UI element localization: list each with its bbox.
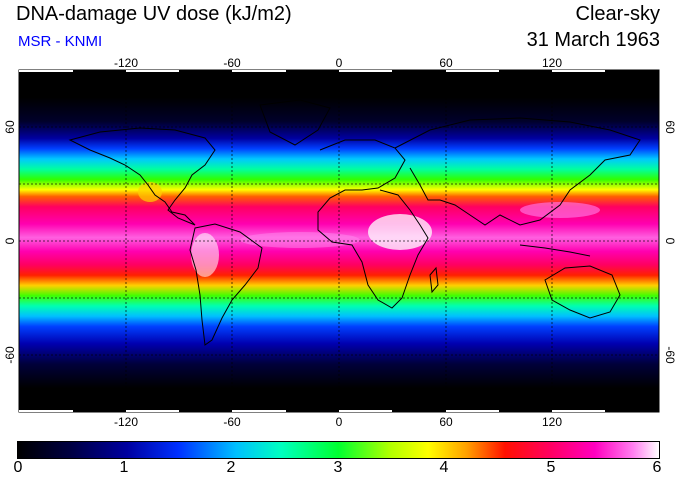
lon-labels-top: -120 -60 0 60 120 — [114, 56, 562, 70]
lon-label: 0 — [336, 56, 343, 70]
lat-label: -60 — [3, 346, 17, 364]
north-america-coast — [68, 127, 216, 226]
graticule — [19, 70, 659, 412]
colorbar-label: 1 — [119, 459, 129, 476]
lon-label: 120 — [542, 56, 562, 70]
australia-coast — [544, 265, 621, 319]
colorbar-label: 5 — [546, 459, 556, 476]
south-america-coast — [189, 223, 263, 346]
lon-label: 0 — [336, 415, 343, 429]
colorbar-label: 6 — [652, 459, 662, 476]
lon-label: 60 — [439, 415, 453, 429]
lat-label: 60 — [663, 120, 677, 134]
colorbar — [17, 441, 660, 459]
map-date: 31 March 1963 — [526, 29, 660, 51]
greenland-coast — [259, 99, 331, 146]
lat-label: 60 — [3, 120, 17, 134]
lon-labels-bottom: -120 -60 0 60 120 — [114, 415, 562, 429]
colorbar-label: 3 — [333, 459, 343, 476]
lat-label: -60 — [663, 346, 677, 364]
lat-labels-right: 60 0 -60 — [663, 120, 677, 364]
frame-ticks — [19, 70, 605, 412]
lat-label: 0 — [663, 238, 677, 245]
coastlines — [68, 99, 641, 346]
source-label: MSR - KNMI — [18, 33, 103, 50]
sky-condition: Clear-sky — [575, 3, 660, 25]
lat-label: 0 — [3, 237, 17, 244]
lon-label: 120 — [542, 415, 562, 429]
madagascar-coast — [429, 266, 439, 294]
colorbar-label: 4 — [439, 459, 449, 476]
lat-labels-left: 60 0 -60 — [3, 120, 17, 364]
lon-label: -120 — [114, 415, 138, 429]
lon-label: -60 — [223, 415, 241, 429]
lon-label: -120 — [114, 56, 138, 70]
colorbar-label: 0 — [13, 459, 23, 476]
europe-africa-coast — [317, 139, 429, 309]
asia-coast — [394, 117, 641, 226]
indonesia-coast — [519, 244, 591, 257]
lon-label: -60 — [223, 56, 241, 70]
lon-label: 60 — [439, 56, 453, 70]
map-title: DNA-damage UV dose (kJ/m2) — [16, 3, 292, 25]
colorbar-label: 2 — [226, 459, 236, 476]
uv-dose-map: -120 -60 0 60 120 -120 -60 0 60 120 60 0… — [3, 56, 677, 429]
